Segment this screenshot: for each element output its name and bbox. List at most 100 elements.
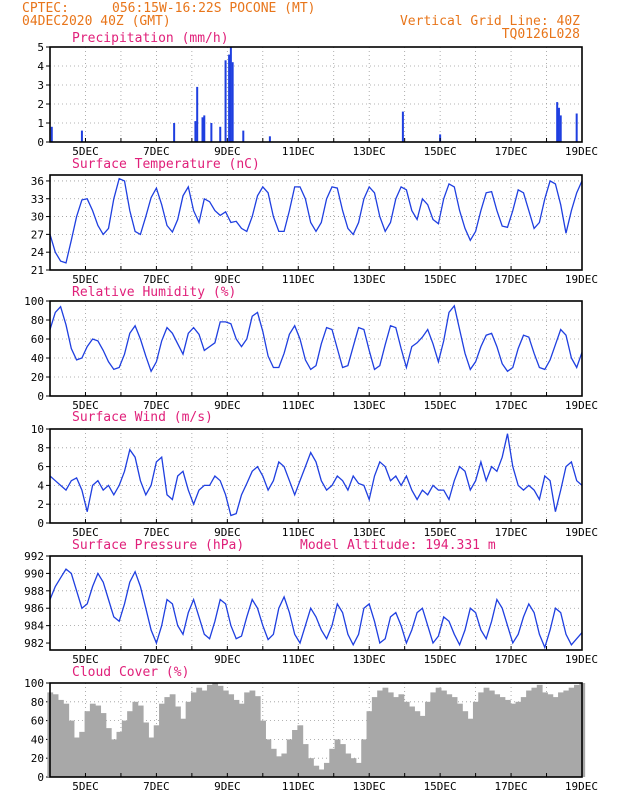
cloud-cover-bar xyxy=(377,690,383,777)
precip-bar xyxy=(231,62,234,143)
header-source: CPTEC: xyxy=(22,1,69,16)
cloud-cover-bar xyxy=(393,697,399,777)
date-label: 17DEC xyxy=(495,780,528,793)
panel-pressure: Surface Pressure (hPa) Model Altitude: 1… xyxy=(24,538,598,666)
cloud-cover-bar xyxy=(148,737,155,777)
y-tick-label: 33 xyxy=(31,193,44,206)
date-label: 19DEC xyxy=(565,273,598,286)
y-tick-label: 0 xyxy=(37,136,44,149)
cloud-cover-bar xyxy=(552,697,559,777)
cloud-cover-bar xyxy=(206,684,213,777)
cloud-cover-bar xyxy=(63,703,70,777)
cloud-cover-bar xyxy=(446,694,453,777)
date-label: 13DEC xyxy=(353,653,386,666)
cloud-cover-bar xyxy=(510,703,516,777)
date-label: 7DEC xyxy=(143,399,170,412)
cloud-cover-bar xyxy=(366,711,373,777)
cloud-cover-bar xyxy=(313,765,320,777)
y-tick-label: 1 xyxy=(37,117,44,130)
y-tick-label: 30 xyxy=(31,211,44,224)
cloud-cover-bar xyxy=(116,731,123,777)
cloud-cover-title: Cloud Cover (%) xyxy=(72,665,189,680)
y-tick-label: 60 xyxy=(31,333,44,346)
precip-bar xyxy=(228,54,231,142)
plot-frame xyxy=(49,555,583,651)
date-label: 19DEC xyxy=(565,526,598,539)
cloud-cover-bar xyxy=(169,694,176,777)
date-label: 19DEC xyxy=(565,653,598,666)
precip-bar xyxy=(224,60,227,142)
cloud-cover-bar xyxy=(153,725,160,777)
cloud-cover-bar xyxy=(185,701,192,777)
cloud-cover-bar xyxy=(441,690,447,777)
date-label: 7DEC xyxy=(143,526,170,539)
cloud-cover-bar xyxy=(345,753,352,777)
y-tick-label: 988 xyxy=(24,585,44,598)
y-tick-label: 986 xyxy=(24,602,44,615)
y-tick-label: 40 xyxy=(31,352,44,365)
precip-bar xyxy=(203,115,206,142)
cloud-cover-bar xyxy=(499,697,506,777)
date-label: 19DEC xyxy=(565,399,598,412)
cloud-cover-bar xyxy=(488,690,495,777)
cloud-cover-bar xyxy=(297,725,304,777)
cloud-cover-bar xyxy=(180,718,187,777)
date-label: 15DEC xyxy=(424,526,457,539)
cloud-cover-bar xyxy=(68,720,75,777)
date-label: 17DEC xyxy=(495,399,528,412)
y-tick-label: 100 xyxy=(24,677,44,690)
cloud-cover-bar xyxy=(494,694,501,777)
cloud-cover-bar xyxy=(302,744,309,777)
cloud-cover-bar xyxy=(105,728,112,777)
y-tick-label: 6 xyxy=(37,461,44,474)
cloud-cover-bar xyxy=(281,753,288,777)
cloud-cover-bar xyxy=(542,692,548,777)
cloud-cover-bar xyxy=(164,697,171,777)
date-label: 7DEC xyxy=(143,273,170,286)
y-tick-label: 20 xyxy=(31,371,44,384)
date-label: 15DEC xyxy=(424,653,457,666)
y-tick-label: 21 xyxy=(31,264,44,277)
date-label: 7DEC xyxy=(143,653,170,666)
cloud-cover-bar xyxy=(254,696,261,777)
humidity-line xyxy=(49,304,583,373)
cloud-cover-bar xyxy=(568,687,575,777)
y-tick-label: 100 xyxy=(24,295,44,308)
cloud-cover-bar xyxy=(143,722,149,777)
date-label: 5DEC xyxy=(72,273,99,286)
precip-bar xyxy=(50,126,53,142)
cloud-cover-bar xyxy=(574,684,580,777)
cloud-cover-bar xyxy=(137,705,144,777)
cloud-cover-bar xyxy=(430,692,437,777)
cloud-cover-bar xyxy=(292,730,298,777)
cloud-cover-bar xyxy=(190,692,197,777)
cloud-cover-bar xyxy=(451,697,458,777)
precip-bar xyxy=(219,126,222,142)
precip-bar xyxy=(556,102,559,142)
cloud-cover-bar xyxy=(339,744,346,777)
precip-bar xyxy=(575,113,578,142)
cloud-cover-bar xyxy=(526,690,532,777)
cloud-cover-bar xyxy=(95,705,102,777)
precip-bar xyxy=(401,111,404,142)
plot-frame xyxy=(49,682,583,778)
cloud-cover-bar xyxy=(398,694,405,777)
cloud-cover-bar xyxy=(558,692,564,777)
precip-bar xyxy=(268,136,271,142)
cloud-cover-bar xyxy=(387,692,394,777)
cloud-cover-bar xyxy=(334,739,341,777)
cloud-cover-bar xyxy=(531,687,538,777)
cloud-cover-bar xyxy=(318,769,325,777)
cloud-cover-bar xyxy=(84,711,91,777)
plot-frame xyxy=(49,46,583,143)
y-tick-label: 3 xyxy=(37,79,44,92)
cloud-cover-bar xyxy=(52,694,59,777)
cloud-cover-bar xyxy=(265,739,272,777)
y-tick-label: 2 xyxy=(37,98,44,111)
cloud-cover-bar xyxy=(276,756,282,777)
date-label: 11DEC xyxy=(282,780,315,793)
y-tick-label: 80 xyxy=(31,314,44,327)
wind-line xyxy=(49,433,583,517)
cloud-cover-bar xyxy=(308,758,314,777)
cloud-cover-bar xyxy=(467,718,474,777)
